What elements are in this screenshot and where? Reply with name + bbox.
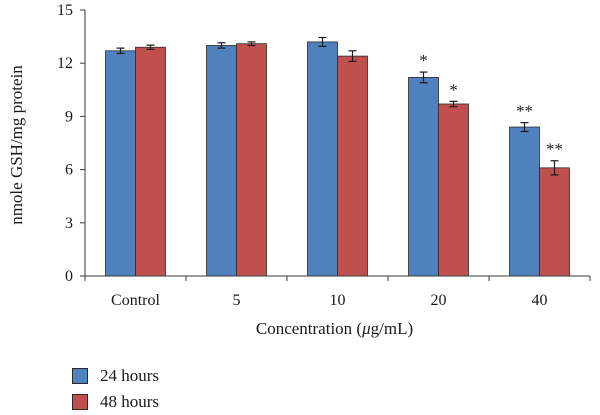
x-tick-label: 5: [233, 292, 241, 309]
significance-marker: **: [546, 140, 563, 159]
bar-series: [105, 41, 570, 277]
legend-item-48-hours: 48 hours: [72, 389, 159, 415]
legend-swatch-24-hours: [72, 368, 88, 384]
significance-marker: **: [516, 102, 533, 121]
bar-48-hours-10: [337, 55, 368, 277]
y-tick-label: 6: [65, 162, 73, 179]
x-tick-label: Control: [111, 292, 160, 309]
legend-label-24-hours: 24 hours: [100, 366, 160, 385]
significance-markers: ******: [419, 51, 563, 159]
bar-24-hours-5: [206, 45, 237, 277]
legend-label-48-hours: 48 hours: [100, 392, 160, 411]
x-tick-label: 40: [532, 292, 548, 309]
x-tick-label: 20: [431, 292, 447, 309]
y-axis-title: nmole GSH/mg protein: [7, 65, 26, 225]
bar-48-hours-20: [438, 103, 469, 277]
bar-48-hours-5: [236, 43, 267, 277]
bar-48-hours-40: [539, 167, 570, 277]
x-axis-ticks: Control 5 10 20 40: [84, 276, 591, 309]
bar-48-hours-Control: [135, 46, 166, 277]
bar-24-hours-10: [307, 41, 338, 277]
legend-swatch-48-hours: [72, 394, 88, 410]
y-tick-label: 15: [57, 2, 73, 19]
y-axis-ticks: 0 3 6 9 12 15: [57, 2, 85, 285]
bar-24-hours-Control: [105, 50, 136, 277]
significance-marker: *: [449, 80, 458, 99]
error-bars: [116, 36, 559, 176]
significance-marker: *: [419, 51, 428, 70]
x-tick-label: 10: [330, 292, 346, 309]
legend: 24 hours 48 hours: [72, 363, 159, 415]
x-axis-title: Concentration (μg/mL): [256, 319, 413, 338]
legend-item-24-hours: 24 hours: [72, 363, 159, 389]
y-tick-label: 3: [65, 215, 73, 232]
y-tick-label: 12: [57, 55, 73, 72]
y-tick-label: 0: [65, 268, 73, 285]
bar-24-hours-40: [509, 126, 540, 277]
y-tick-label: 9: [65, 108, 73, 125]
bar-24-hours-20: [408, 76, 439, 277]
